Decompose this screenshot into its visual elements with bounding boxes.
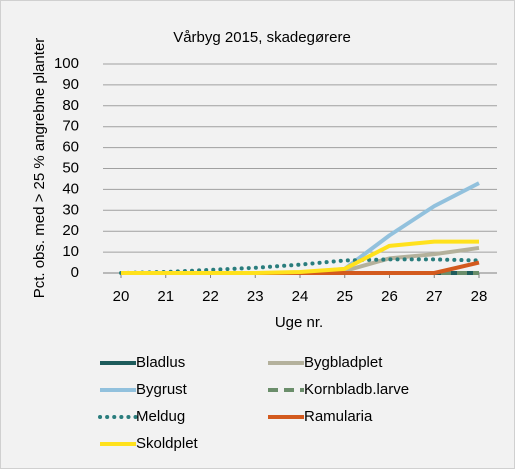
x-tick-label: 20 xyxy=(113,288,130,305)
legend-label: Kornbladb.larve xyxy=(304,381,409,398)
x-tick-label: 24 xyxy=(292,288,309,305)
y-tick-label: 50 xyxy=(62,159,79,176)
x-tick-label: 22 xyxy=(202,288,219,305)
legend-label: Ramularia xyxy=(304,408,373,425)
y-tick-label: 0 xyxy=(71,264,79,281)
x-tick-label: 21 xyxy=(157,288,174,305)
x-tick-label: 27 xyxy=(426,288,443,305)
x-tick-label: 26 xyxy=(381,288,398,305)
x-axis-label: Uge nr. xyxy=(275,314,323,331)
legend-label: Meldug xyxy=(136,408,185,425)
series-line xyxy=(119,257,481,275)
y-tick-label: 10 xyxy=(62,243,79,260)
y-tick-label: 30 xyxy=(62,201,79,218)
x-tick-label: 25 xyxy=(336,288,353,305)
series-line xyxy=(121,239,479,275)
legend-label: Bygbladplet xyxy=(304,354,383,371)
legend-label: Bygrust xyxy=(136,381,188,398)
y-tick-label: 100 xyxy=(54,55,79,72)
legend-label: Skoldplet xyxy=(136,435,199,452)
chart-title: Vårbyg 2015, skadegørere xyxy=(173,29,351,46)
y-tick-label: 60 xyxy=(62,139,79,156)
y-tick-label: 90 xyxy=(62,76,79,93)
y-tick-label: 70 xyxy=(62,118,79,135)
y-tick-label: 80 xyxy=(62,97,79,114)
y-tick-label: 40 xyxy=(62,180,79,197)
x-tick-label: 23 xyxy=(247,288,264,305)
x-tick-label: 28 xyxy=(471,288,488,305)
legend-label: Bladlus xyxy=(136,354,185,371)
y-tick-label: 20 xyxy=(62,222,79,239)
y-axis-label: Pct. obs. med > 25 % angrebne planter xyxy=(31,38,48,299)
